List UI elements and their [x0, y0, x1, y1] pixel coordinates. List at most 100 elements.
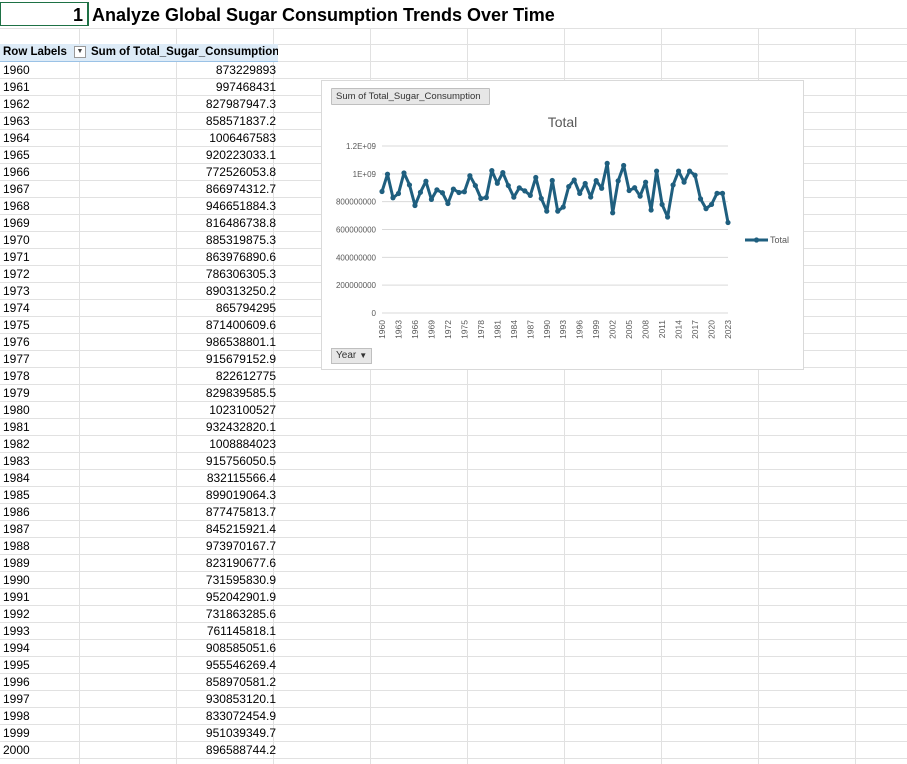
pivot-row-value[interactable]: 731863285.6 [205, 607, 276, 621]
pivot-row-value[interactable]: 772526053.8 [205, 165, 276, 179]
pivot-row-label[interactable]: 1990 [3, 573, 30, 587]
pivot-row[interactable]: 1974 865794295 [0, 300, 278, 317]
pivot-row[interactable]: 1969 816486738.8 [0, 215, 278, 232]
pivot-row[interactable]: 1978 822612775 [0, 368, 278, 385]
pivot-row-value[interactable]: 973970167.7 [205, 539, 276, 553]
pivot-row-value[interactable]: 863976890.6 [205, 250, 276, 264]
pivot-row-label[interactable]: 1980 [3, 403, 30, 417]
pivot-row-label[interactable]: 1999 [3, 726, 30, 740]
pivot-row-value[interactable]: 986538801.1 [205, 335, 276, 349]
pivot-row-label[interactable]: 1998 [3, 709, 30, 723]
pivot-row-value[interactable]: 822612775 [215, 369, 276, 383]
pivot-row-label[interactable]: 1967 [3, 182, 30, 196]
pivot-row[interactable]: 1979 829839585.5 [0, 385, 278, 402]
pivot-row-label[interactable]: 1997 [3, 692, 30, 706]
pivot-row-value[interactable]: 858571837.2 [205, 114, 276, 128]
pivot-row[interactable]: 1985 899019064.3 [0, 487, 278, 504]
pivot-row[interactable]: 1973 890313250.2 [0, 283, 278, 300]
pivot-row-value[interactable]: 816486738.8 [205, 216, 276, 230]
pivot-row[interactable]: 1995 955546269.4 [0, 657, 278, 674]
pivot-row-value[interactable]: 946651884.3 [205, 199, 276, 213]
pivot-row-label[interactable]: 1971 [3, 250, 30, 264]
pivot-row-value[interactable]: 858970581.2 [205, 675, 276, 689]
pivot-row[interactable]: 1968 946651884.3 [0, 198, 278, 215]
pivot-row[interactable]: 1992 731863285.6 [0, 606, 278, 623]
pivot-row-value[interactable]: 1008884023 [209, 437, 276, 451]
pivot-row-label[interactable]: 1978 [3, 369, 30, 383]
pivot-row-label[interactable]: 1993 [3, 624, 30, 638]
pivot-row[interactable]: 1967 866974312.7 [0, 181, 278, 198]
pivot-row[interactable]: 1984 832115566.4 [0, 470, 278, 487]
chart-value-field-button[interactable]: Sum of Total_Sugar_Consumption [331, 88, 490, 105]
pivot-row[interactable]: 1997 930853120.1 [0, 691, 278, 708]
axis-field-button[interactable]: Year ▼ [331, 348, 373, 364]
pivot-row[interactable]: 1998 833072454.9 [0, 708, 278, 725]
pivot-row[interactable]: 1976 986538801.1 [0, 334, 278, 351]
pivot-row-label[interactable]: 1973 [3, 284, 30, 298]
pivot-row-value[interactable]: 915679152.9 [205, 352, 276, 366]
pivot-row-value[interactable]: 932432820.1 [205, 420, 276, 434]
pivot-row[interactable]: 1981 932432820.1 [0, 419, 278, 436]
pivot-row-label[interactable]: 1977 [3, 352, 30, 366]
pivot-row-label[interactable]: 1970 [3, 233, 30, 247]
pivot-row-label[interactable]: 1987 [3, 522, 30, 536]
pivot-row-label[interactable]: 1989 [3, 556, 30, 570]
pivot-row[interactable]: 1971 863976890.6 [0, 249, 278, 266]
pivot-row-label[interactable]: 1965 [3, 148, 30, 162]
pivot-row-value[interactable]: 731595830.9 [205, 573, 276, 587]
pivot-row-label[interactable]: 1983 [3, 454, 30, 468]
pivot-row[interactable]: 1962 827987947.3 [0, 96, 278, 113]
pivot-row[interactable]: 1983 915756050.5 [0, 453, 278, 470]
pivot-row-value[interactable]: 885319875.3 [205, 233, 276, 247]
pivot-row-value[interactable]: 952042901.9 [205, 590, 276, 604]
pivot-row-label[interactable]: 2000 [3, 743, 30, 757]
pivot-row-value[interactable]: 761145818.1 [206, 624, 276, 638]
pivot-row-value[interactable]: 955546269.4 [205, 658, 276, 672]
value-header[interactable]: Sum of Total_Sugar_Consumption [91, 46, 278, 58]
pivot-row-label[interactable]: 1972 [3, 267, 30, 281]
pivot-row[interactable]: 1994 908585051.6 [0, 640, 278, 657]
pivot-row-value[interactable]: 873229893 [215, 63, 276, 77]
pivot-row[interactable]: 1990 731595830.9 [0, 572, 278, 589]
pivot-row-value[interactable]: 877475813.7 [205, 505, 276, 519]
pivot-row-label[interactable]: 1961 [3, 80, 30, 94]
pivot-row-label[interactable]: 1992 [3, 607, 30, 621]
pivot-row-value[interactable]: 896588744.2 [205, 743, 276, 757]
pivot-row-value[interactable]: 951039349.7 [205, 726, 276, 740]
pivot-row-value[interactable]: 920223033.1 [205, 148, 276, 162]
pivot-row-label[interactable]: 1994 [3, 641, 30, 655]
pivot-row[interactable]: 1996 858970581.2 [0, 674, 278, 691]
pivot-row-value[interactable]: 871400609.6 [205, 318, 276, 332]
pivot-row-label[interactable]: 1986 [3, 505, 30, 519]
pivot-row-value[interactable]: 845215921.4 [205, 522, 276, 536]
pivot-table[interactable]: Row Labels ▼ Sum of Total_Sugar_Consumpt… [0, 44, 278, 759]
pivot-row-label[interactable]: 1964 [3, 131, 30, 145]
pivot-row-label[interactable]: 1988 [3, 539, 30, 553]
pivot-row[interactable]: 1991 952042901.9 [0, 589, 278, 606]
pivot-row-label[interactable]: 1984 [3, 471, 30, 485]
pivot-row[interactable]: 1989 823190677.6 [0, 555, 278, 572]
pivot-row-value[interactable]: 829839585.5 [205, 386, 276, 400]
pivot-row-value[interactable]: 908585051.6 [205, 641, 276, 655]
pivot-row[interactable]: 1986 877475813.7 [0, 504, 278, 521]
pivot-row[interactable]: 1987 845215921.4 [0, 521, 278, 538]
pivot-row[interactable]: 1977 915679152.9 [0, 351, 278, 368]
pivot-row-label[interactable]: 1963 [3, 114, 30, 128]
filter-dropdown-icon[interactable]: ▼ [74, 46, 86, 58]
pivot-row-label[interactable]: 1962 [3, 97, 30, 111]
selected-cell-title-number[interactable]: 1 [0, 2, 89, 26]
pivot-row-label[interactable]: 1976 [3, 335, 30, 349]
pivot-row[interactable]: 1980 1023100527 [0, 402, 278, 419]
pivot-row-value[interactable]: 915756050.5 [205, 454, 276, 468]
pivot-row-value[interactable]: 866974312.7 [205, 182, 276, 196]
pivot-row[interactable]: 1993 761145818.1 [0, 623, 278, 640]
chart-title[interactable]: Total [547, 114, 578, 130]
pivot-row[interactable]: 1972 786306305.3 [0, 266, 278, 283]
pivot-row-label[interactable]: 1975 [3, 318, 30, 332]
pivot-row[interactable]: 1982 1008884023 [0, 436, 278, 453]
pivot-row[interactable]: 1966 772526053.8 [0, 164, 278, 181]
pivot-row-label[interactable]: 1985 [3, 488, 30, 502]
pivot-row-value[interactable]: 930853120.1 [205, 692, 276, 706]
pivot-row[interactable]: 1963 858571837.2 [0, 113, 278, 130]
pivot-row[interactable]: 1964 1006467583 [0, 130, 278, 147]
